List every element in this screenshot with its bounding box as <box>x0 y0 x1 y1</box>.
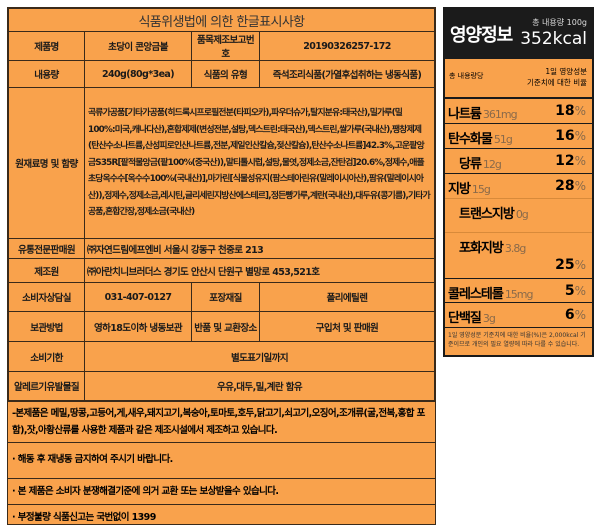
food-label-table: 식품위생법에 의한 한글표시사항 제품명 초당이 콘앙금볼 품목제조보고번호 2019… <box>7 7 436 525</box>
nutrient-row: 당류 12g 12% <box>445 149 592 174</box>
percent-unit: % <box>574 154 586 168</box>
product-name-label: 제품명 <box>8 31 85 61</box>
percent-unit: % <box>574 308 586 322</box>
nutrient-row: 콜레스테롤 15mg 5% <box>445 279 592 303</box>
label-title: 식품위생법에 의한 한글표시사항 <box>8 8 435 32</box>
percent-unit: % <box>574 104 586 118</box>
nutrient-label: 콜레스테롤 <box>448 287 504 302</box>
nutrient-name: 트랜스지방 0g <box>459 203 529 222</box>
consumer-label: 소비자상담실 <box>8 282 85 312</box>
storage-label: 보관방법 <box>8 311 85 342</box>
distributor: ㈜자연드림에프엔비 서울시 강동구 천중로 213 <box>84 238 435 259</box>
notice-facility: -본제품은 메밀,땅콩,고등어,게,새우,돼지고기,복숭아,토마토,호두,닭고기… <box>8 401 435 442</box>
nutrient-name: 단백질 3g <box>448 307 496 326</box>
nutrition-header: 영양정보 총 내용량 100g 352kcal <box>445 9 592 59</box>
nutrition-title: 영양정보 <box>450 25 513 46</box>
volume: 240g(80g*3ea) <box>84 60 192 88</box>
nutrient-row: 트랜스지방 0g <box>445 199 592 233</box>
nutrient-label: 지방 <box>448 182 471 197</box>
nutrient-label: 당류 <box>459 157 482 172</box>
type-label: 식품의 유형 <box>191 60 260 88</box>
dv-label-1: 1일 영양성분 <box>545 67 587 76</box>
nutrient-label: 포화지방 <box>459 241 504 256</box>
nutrient-row: 탄수화물 51g 16% <box>445 124 592 149</box>
dv-label-2: 기준치에 대한 비율 <box>527 78 587 87</box>
allergy-label: 알레르기유발물질 <box>8 371 85 401</box>
distributor-label: 유통전문판매원 <box>8 238 85 259</box>
percent-value: 16 <box>555 128 575 144</box>
volume-label: 내용량 <box>8 60 85 88</box>
nutrient-name: 탄수화물 51g <box>448 128 513 147</box>
nutrient-name: 나트륨 361mg <box>448 103 518 122</box>
nutrition-footnote: 1일 영양성분 기준치에 대한 비율(%)은 2,000kcal 기준이므로 개… <box>448 332 586 348</box>
nutrient-amount: 51g <box>493 133 513 146</box>
manufacturer: ㈜아란치니브러더스 경기도 안산시 단원구 별망로 453,521호 <box>84 258 435 283</box>
calories: 352kcal <box>520 29 587 49</box>
product-name: 초당이 콘앙금볼 <box>84 31 192 61</box>
nutrient-name: 당류 12g <box>459 153 502 172</box>
percent-value: 25 <box>555 257 575 273</box>
percent-unit: % <box>574 129 586 143</box>
serving-size: 총 내용량 100g <box>532 18 587 27</box>
nutrient-label: 나트륨 <box>448 107 482 122</box>
nutrient-amount: 3.8g <box>504 242 527 255</box>
nutrient-amount: 0g <box>515 208 529 221</box>
nutrient-row: 단백질 3g 6% <box>445 303 592 328</box>
notice-refreeze: · 해동 후 재냉동 금지하여 주시기 바랍니다. <box>8 442 435 478</box>
nutrient-name: 지방 15g <box>448 178 491 197</box>
notice-exchange: · 본 제품은 소비자 분쟁해결기준에 의거 교환 또는 보상받을수 있습니다. <box>8 478 435 504</box>
consumer-phone: 031-407-0127 <box>84 282 192 312</box>
nutrient-label: 트랜스지방 <box>459 207 515 222</box>
nutrient-amount: 12g <box>482 158 502 171</box>
nutrient-percent: 12% <box>555 153 586 169</box>
return-place: 구입처 및 판매원 <box>259 311 435 342</box>
percent-value: 28 <box>555 178 575 194</box>
nutrient-percent: 18% <box>555 103 586 119</box>
percent-unit: % <box>574 284 586 298</box>
nutrient-percent: 6% <box>565 307 586 323</box>
nutrient-row: 지방 15g 28% <box>445 174 592 199</box>
nutrient-name: 포화지방 3.8g <box>459 237 527 256</box>
notice-report: · 부정불량 식품신고는 국번없이 1399 <box>8 504 435 531</box>
report-no-label: 품목제조보고번호 <box>191 31 260 61</box>
food-type: 즉석조리식품(가열후섭취하는 냉동식품) <box>259 60 435 88</box>
ingredients: 곡류가공품[기타가공품(히드록시프로필전분(타피오카),파우더슈가,탈지분유:태… <box>84 87 435 239</box>
nutrient-row: 나트륨 361mg 18% <box>445 99 592 124</box>
expiry: 별도표기일까지 <box>84 341 435 372</box>
manufacturer-label: 제조원 <box>8 258 85 283</box>
nutrient-percent: 25% <box>555 257 586 273</box>
nutrient-amount: 15mg <box>504 288 534 301</box>
storage: 영하18도이하 냉동보관 <box>84 311 192 342</box>
packaging-label: 포장재질 <box>191 282 260 312</box>
nutrient-label: 탄수화물 <box>448 132 493 147</box>
nutrient-name: 콜레스테롤 15mg <box>448 283 534 302</box>
percent-value: 5 <box>564 283 575 299</box>
report-no: 20190326257-172 <box>259 31 435 61</box>
packaging: 폴리에틸렌 <box>259 282 435 312</box>
percent-unit: % <box>574 258 586 272</box>
nutrient-label: 단백질 <box>448 311 482 326</box>
return-label: 반품 및 교환장소 <box>191 311 260 342</box>
nutrient-percent: 28% <box>555 178 586 194</box>
percent-value: 6 <box>564 307 575 323</box>
nutrient-percent: 16% <box>555 128 586 144</box>
nutrient-row: 포화지방 3.8g 25% <box>445 233 592 279</box>
nutrient-amount: 3g <box>482 312 496 325</box>
percent-value: 18 <box>555 103 575 119</box>
expiry-label: 소비기한 <box>8 341 85 372</box>
allergy: 우유,대두,밀,계란 함유 <box>84 371 435 401</box>
per-label: 총 내용량당 <box>449 72 484 80</box>
percent-unit: % <box>574 179 586 193</box>
nutrient-amount: 361mg <box>482 108 518 121</box>
percent-value: 12 <box>555 153 575 169</box>
nutrient-percent: 5% <box>565 283 586 299</box>
ingredients-label: 원재료명 및 함량 <box>8 87 85 239</box>
nutrient-amount: 15g <box>471 183 491 196</box>
